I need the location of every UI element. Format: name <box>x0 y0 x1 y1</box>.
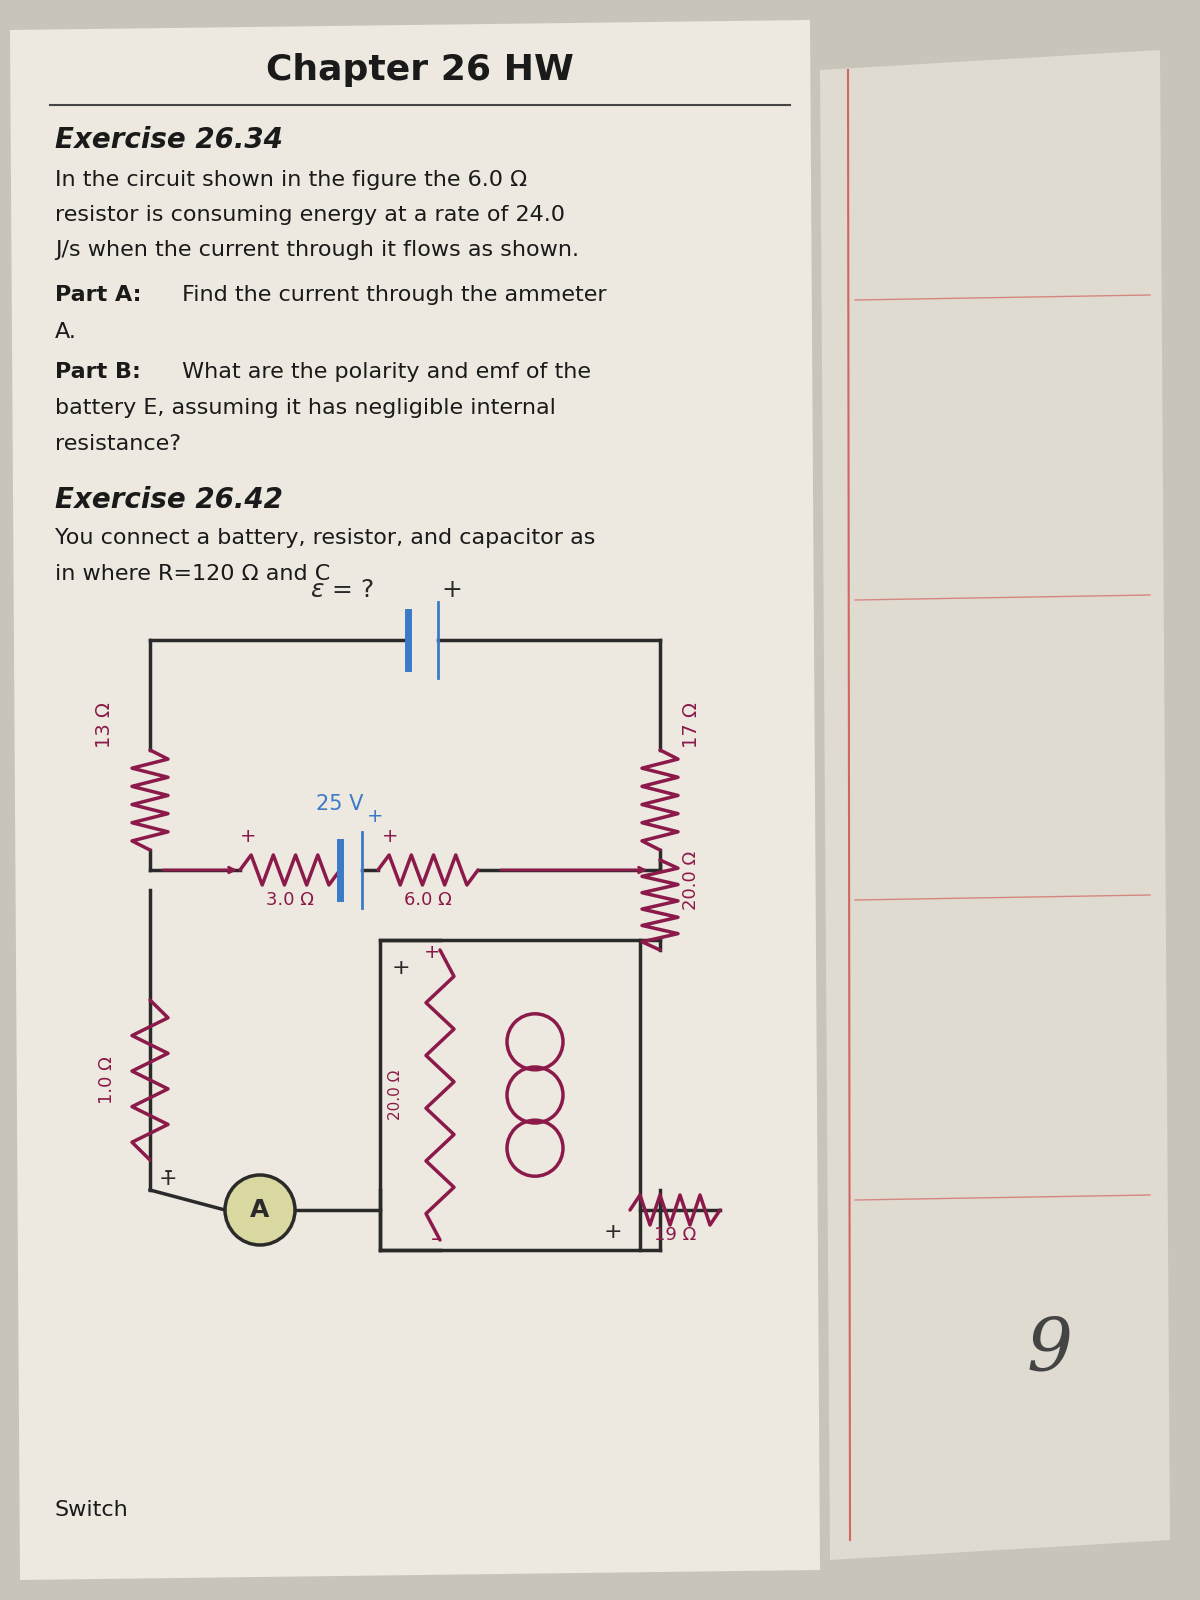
Text: You connect a battery, resistor, and capacitor as: You connect a battery, resistor, and cap… <box>55 528 595 547</box>
Text: resistance?: resistance? <box>55 434 181 454</box>
Text: Switch: Switch <box>55 1501 128 1520</box>
Text: Chapter 26 HW: Chapter 26 HW <box>266 53 574 86</box>
Text: $\varepsilon$ = ?: $\varepsilon$ = ? <box>310 578 374 602</box>
Text: J/s when the current through it flows as shown.: J/s when the current through it flows as… <box>55 240 580 259</box>
Text: +: + <box>240 827 257 846</box>
Bar <box>380 939 640 1250</box>
Text: 20.0 Ω: 20.0 Ω <box>682 851 700 909</box>
Text: battery E, assuming it has negligible internal: battery E, assuming it has negligible in… <box>55 398 556 418</box>
Text: +: + <box>367 806 383 826</box>
Polygon shape <box>820 50 1170 1560</box>
Text: 19 Ω: 19 Ω <box>654 1226 696 1245</box>
Text: +: + <box>382 827 398 846</box>
Text: Exercise 26.42: Exercise 26.42 <box>55 486 283 514</box>
Text: resistor is consuming energy at a rate of 24.0: resistor is consuming energy at a rate o… <box>55 205 565 226</box>
Text: Part A:: Part A: <box>55 285 142 306</box>
Text: 9: 9 <box>1027 1315 1073 1386</box>
Text: 17 Ω: 17 Ω <box>682 702 701 747</box>
Text: 20.0 Ω: 20.0 Ω <box>388 1070 402 1120</box>
Text: In the circuit shown in the figure the 6.0 Ω: In the circuit shown in the figure the 6… <box>55 170 527 190</box>
Text: +: + <box>604 1222 622 1242</box>
Polygon shape <box>10 19 820 1581</box>
Text: -: - <box>163 1158 173 1182</box>
Text: What are the polarity and emf of the: What are the polarity and emf of the <box>175 362 592 382</box>
Text: Exercise 26.34: Exercise 26.34 <box>55 126 283 154</box>
Text: +: + <box>442 578 462 602</box>
Text: in where R=120 Ω and C: in where R=120 Ω and C <box>55 565 330 584</box>
Circle shape <box>226 1174 295 1245</box>
Text: 25 V: 25 V <box>317 794 364 814</box>
Text: +: + <box>158 1170 178 1189</box>
Text: A: A <box>251 1198 270 1222</box>
Text: 1.0 Ω: 1.0 Ω <box>98 1056 116 1104</box>
Text: +: + <box>424 942 440 962</box>
Text: 3.0 Ω: 3.0 Ω <box>266 891 314 909</box>
Text: 13 Ω: 13 Ω <box>95 702 114 747</box>
Text: -: - <box>431 1229 439 1250</box>
Text: Find the current through the ammeter: Find the current through the ammeter <box>175 285 607 306</box>
Text: 6.0 Ω: 6.0 Ω <box>404 891 452 909</box>
Text: A.: A. <box>55 322 77 342</box>
Text: +: + <box>392 958 410 978</box>
Text: Part B:: Part B: <box>55 362 140 382</box>
